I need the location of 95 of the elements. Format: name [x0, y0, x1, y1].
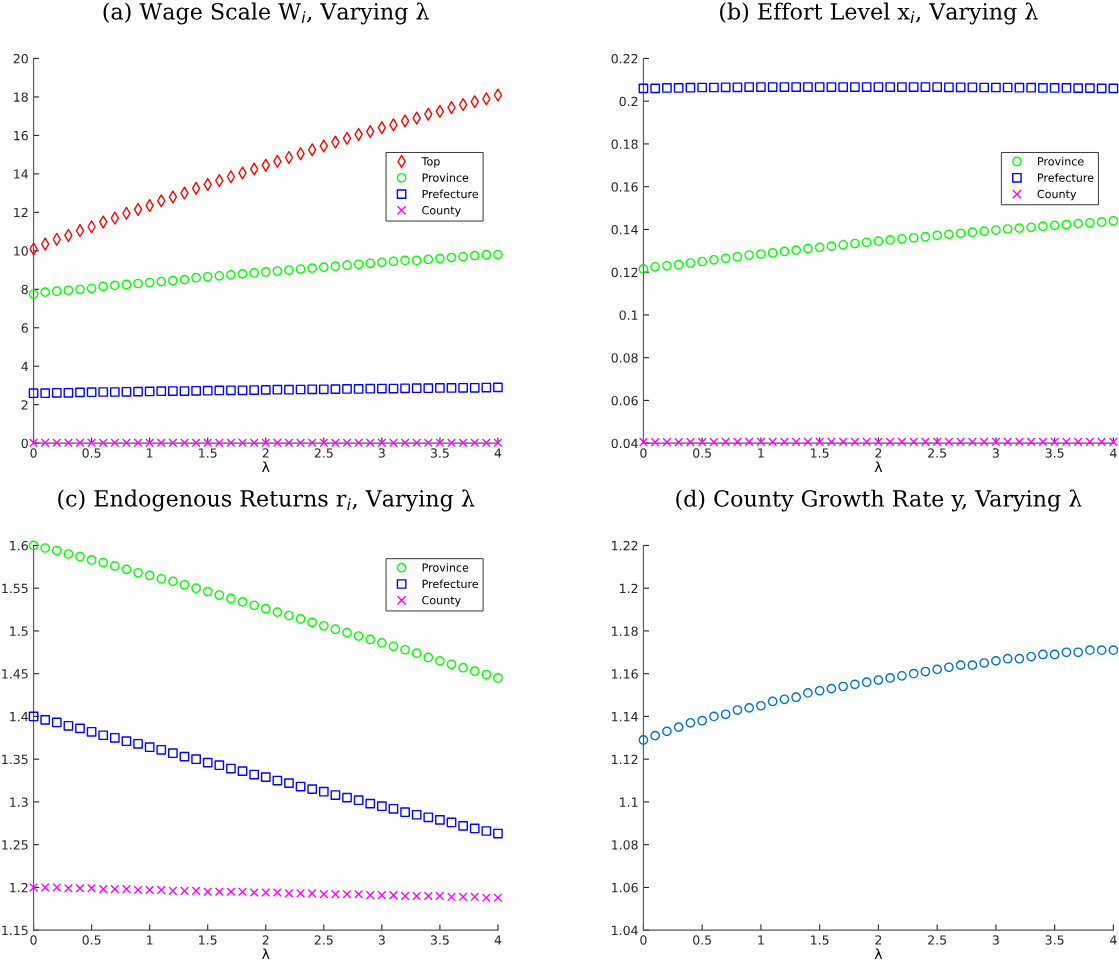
- x-tick-label: 1: [758, 448, 764, 458]
- x-axis-title: λ: [262, 948, 270, 960]
- x-tick-label: 3: [378, 448, 385, 458]
- y-tick-label: 0.08: [611, 353, 638, 363]
- legend-label: Top: [421, 157, 440, 168]
- y-tick-label: 1.04: [612, 925, 638, 936]
- y-tick-label: 8: [21, 284, 28, 295]
- y-tick-label: 1.12: [612, 754, 638, 764]
- x-tick-label: 2: [875, 448, 882, 458]
- x-tick-label: 1.5: [811, 448, 829, 458]
- chart-title: (d) County Growth Rate y, Varying λ: [676, 489, 1082, 512]
- x-tick-label: 3.5: [430, 935, 449, 945]
- y-tick-label: 1.15: [2, 925, 28, 936]
- y-tick-label: 0.16: [611, 182, 638, 192]
- x-tick-label: 2: [262, 935, 269, 945]
- chart-title: (b) Effort Level x$_{i}$, Varying λ: [720, 2, 1038, 25]
- x-axis-title: λ: [262, 461, 270, 473]
- y-tick-label: 16: [14, 130, 28, 141]
- y-tick-label: 0.04: [611, 438, 638, 449]
- legend-label: Province: [1038, 156, 1084, 166]
- legend-label: Province: [422, 173, 469, 182]
- x-tick-label: 0: [30, 448, 37, 458]
- y-tick-label: 1.06: [612, 882, 638, 893]
- y-tick-label: 1.35: [2, 754, 28, 765]
- x-tick-label: 1: [758, 935, 764, 945]
- x-tick-label: 1: [147, 448, 153, 458]
- y-tick-label: 20: [13, 53, 28, 64]
- y-tick-label: 1.4: [10, 712, 29, 722]
- x-tick-label: 1: [147, 935, 153, 945]
- legend-label: Prefecture: [422, 579, 479, 589]
- x-axis-title: λ: [874, 948, 883, 960]
- x-tick-label: 3: [378, 935, 385, 945]
- y-tick-label: 1.55: [2, 583, 28, 594]
- x-tick-label: 4: [494, 448, 502, 458]
- y-tick-label: 0: [21, 438, 28, 449]
- legend-label: Province: [422, 563, 469, 572]
- y-tick-label: 1.18: [612, 626, 638, 636]
- y-tick-label: 0.1: [619, 310, 638, 320]
- legend-label: County: [422, 595, 461, 607]
- y-tick-label: 1.45: [2, 669, 28, 679]
- x-tick-label: 2.5: [314, 935, 333, 945]
- y-tick-label: 12: [14, 207, 28, 218]
- x-tick-label: 4: [1110, 935, 1117, 945]
- y-tick-label: 6: [21, 323, 28, 333]
- x-tick-label: 3: [992, 448, 999, 458]
- chart-title: (a) Wage Scale W$_{i}$, Varying λ: [103, 2, 429, 25]
- y-tick-label: 1.5: [10, 626, 28, 636]
- x-tick-label: 0: [640, 935, 647, 945]
- y-tick-label: 0.14: [611, 224, 638, 235]
- y-tick-label: 2: [21, 400, 28, 410]
- legend-label: Prefecture: [1038, 173, 1094, 182]
- x-tick-label: 1.5: [199, 448, 217, 458]
- x-tick-label: 4: [1110, 448, 1117, 458]
- x-tick-label: 3.5: [430, 448, 449, 458]
- x-tick-label: 0.5: [82, 448, 101, 458]
- chart-title: (c) Endogenous Returns r$_{i}$, Varying λ: [58, 489, 475, 512]
- y-tick-label: 1.6: [10, 540, 28, 551]
- legend-label: County: [422, 206, 461, 217]
- x-tick-label: 3: [992, 935, 999, 945]
- x-tick-label: 1.5: [811, 935, 829, 945]
- y-tick-label: 18: [14, 92, 28, 102]
- x-tick-label: 1.5: [199, 935, 217, 945]
- x-tick-label: 4: [494, 935, 502, 945]
- y-tick-label: 1.14: [612, 712, 638, 722]
- y-tick-label: 1.2: [10, 882, 28, 893]
- x-tick-label: 3.5: [1045, 935, 1064, 945]
- x-tick-label: 2.5: [314, 448, 333, 458]
- y-tick-label: 0.06: [611, 395, 638, 406]
- y-tick-label: 14: [14, 169, 29, 179]
- y-tick-label: 1.25: [2, 840, 28, 850]
- y-tick-label: 1.2: [620, 583, 638, 593]
- y-tick-label: 10: [14, 246, 28, 256]
- y-tick-label: 0.18: [611, 139, 638, 149]
- y-tick-label: 0.22: [611, 53, 638, 64]
- x-axis-title: λ: [874, 461, 883, 473]
- x-tick-label: 0.5: [693, 935, 712, 945]
- x-tick-label: 0: [640, 448, 647, 458]
- x-tick-label: 2.5: [928, 935, 947, 945]
- x-tick-label: 0: [30, 935, 37, 945]
- y-tick-label: 4: [21, 361, 29, 371]
- y-tick-label: 1.22: [612, 540, 638, 551]
- legend-label: Prefecture: [422, 189, 479, 199]
- y-tick-label: 1.3: [10, 797, 28, 807]
- y-tick-label: 1.1: [620, 797, 638, 807]
- x-tick-label: 0.5: [82, 935, 101, 945]
- x-tick-label: 2: [262, 448, 269, 458]
- y-tick-label: 0.12: [611, 267, 638, 278]
- x-tick-label: 2: [875, 935, 882, 945]
- legend-label: County: [1037, 189, 1077, 201]
- y-tick-label: 0.2: [619, 96, 638, 107]
- x-tick-label: 2.5: [928, 448, 947, 458]
- x-tick-label: 0.5: [693, 448, 712, 458]
- y-tick-label: 1.16: [612, 669, 638, 679]
- x-tick-label: 3.5: [1045, 448, 1064, 458]
- y-tick-label: 1.08: [612, 840, 638, 850]
